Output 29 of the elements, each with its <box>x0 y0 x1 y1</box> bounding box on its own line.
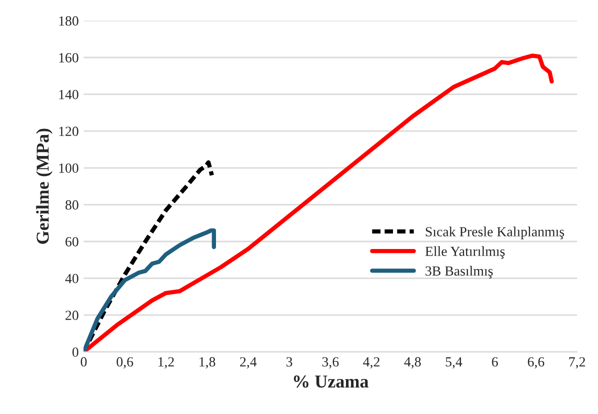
x-tick-label: 1,8 <box>200 357 216 369</box>
line-series <box>84 228 216 352</box>
y-tick-label: 180 <box>59 16 78 26</box>
y-tick-label: 120 <box>59 126 78 136</box>
x-tick-label: 0 <box>80 357 87 367</box>
x-tick-label: 5,4 <box>446 357 462 369</box>
x-tick-label: 6,6 <box>528 357 544 369</box>
x-tick-label: 7,2 <box>569 357 585 369</box>
y-tick-label: 20 <box>66 310 78 320</box>
x-axis-title: % Uzama <box>294 375 368 388</box>
x-tick-label: 0,6 <box>116 357 134 369</box>
legend-label: Sıcak Presle Kalıplanmış <box>426 226 564 240</box>
y-tick-label: 0 <box>72 347 78 357</box>
y-tick-label: 100 <box>59 163 78 173</box>
x-tick-label: 6 <box>492 357 498 367</box>
y-tick-label: 40 <box>65 274 78 284</box>
legend-label: Elle Yatırılmış <box>425 246 505 259</box>
x-tick-label: 3,6 <box>322 357 339 369</box>
y-axis-title: Gerilme (MPa) <box>36 128 52 244</box>
y-tick-label: 140 <box>59 90 78 100</box>
x-tick-label: 3 <box>286 357 292 367</box>
legend-label: 3B Basılmış <box>426 266 493 279</box>
x-tick-label: 4,2 <box>363 357 380 369</box>
x-tick-label: 1,2 <box>158 357 174 369</box>
y-tick-label: 80 <box>66 200 78 210</box>
y-tick-label: 60 <box>66 237 78 246</box>
x-tick-label: 4,8 <box>404 357 421 369</box>
y-tick-label: 160 <box>59 53 78 62</box>
x-tick-label: 2,4 <box>240 357 257 369</box>
